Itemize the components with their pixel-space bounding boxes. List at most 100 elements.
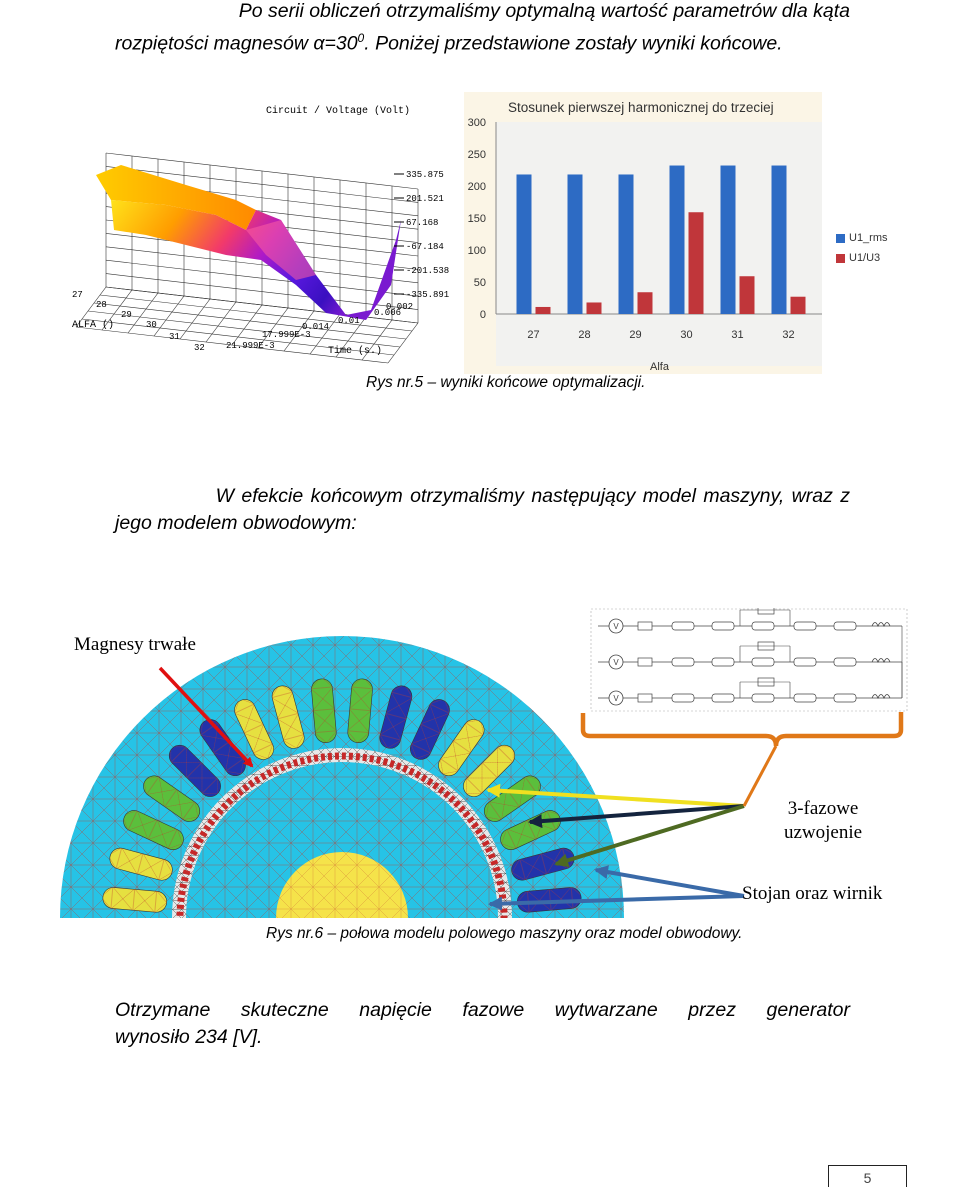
stator-slot [109, 847, 173, 881]
plot3d-time-label: Time (s.) [328, 345, 382, 357]
svg-text:V: V [613, 694, 619, 703]
magnet-ring [176, 752, 508, 918]
plot3d-alfa-tick: 28 [96, 300, 107, 310]
x-tick-label: 30 [680, 329, 692, 341]
intro-paragraph: Po serii obliczeń otrzymaliśmy optymalną… [115, 0, 850, 58]
bars [516, 165, 806, 314]
intro-line-2-pre: rozpiętości magnesów α=30 [115, 32, 358, 55]
intro-superscript: 0 [357, 31, 365, 45]
stator-slot [102, 887, 168, 913]
brace-to-label [742, 745, 778, 807]
x-axis-label: Alfa [650, 361, 670, 373]
plot3d-surface [111, 200, 401, 320]
circuit-phase: V [598, 608, 903, 698]
intro-line-1: Po serii obliczeń otrzymaliśmy optymalną… [238, 0, 850, 22]
chart-title: Stosunek pierwszej harmonicznej do trzec… [508, 100, 774, 115]
stator-slot [143, 775, 201, 822]
voltage-surface-plot: Circuit / Voltage (Volt) 335.875 201.521 6… [72, 105, 449, 364]
plot3d-time-tick: 0.006 [374, 308, 401, 318]
plot3d-time-tick: 0.01 [338, 316, 360, 326]
circuit-model: V V V [590, 608, 908, 712]
plot3d-title: Circuit / Voltage (Volt) [266, 105, 410, 117]
svg-text:V: V [613, 658, 619, 667]
legend-item: U1_rms [836, 228, 908, 248]
plot3d-alfa-ticks: 27 28 29 30 31 32 [72, 290, 205, 353]
stator-slot [438, 719, 485, 777]
model-paragraph-line-1: W efekcie końcowym otrzymaliśmy następuj… [215, 485, 850, 507]
legend-swatch [836, 253, 845, 263]
bar-U1-U3-30 [688, 212, 704, 314]
bar-U1_rms-31 [720, 165, 736, 314]
y-tick-label: 300 [468, 117, 486, 129]
plot3d-time-tick: 0.014 [302, 322, 329, 332]
plot3d-z-tick: 67.168 [406, 218, 438, 228]
plot3d-z-tick: 201.521 [406, 194, 444, 204]
plot3d-z-ticks: 335.875 201.521 67.168 -67.184 -201.538 -335.… [394, 170, 449, 300]
bar-U1_rms-28 [567, 174, 583, 314]
stator-slot [347, 678, 373, 744]
x-tick-label: 31 [731, 329, 743, 341]
x-tick-label: 27 [527, 329, 539, 341]
result-paragraph-line-1: Otrzymane skuteczne napięcie fazowe wytw… [115, 999, 850, 1021]
chart-legend: U1_rms U1/U3 [836, 228, 908, 268]
bar-U1-U3-27 [535, 306, 551, 314]
x-axis-ticks: 27 28 29 30 31 32 [527, 329, 794, 341]
page-number: 5 [828, 1165, 907, 1187]
plot3d-surface-top [96, 165, 256, 230]
circuit-brace [580, 712, 904, 747]
y-tick-label: 50 [474, 277, 486, 289]
figure-6-caption: Rys nr.6 – połowa modelu polowego maszyn… [266, 925, 743, 942]
stator-slot [271, 685, 305, 749]
plot3d-alfa-tick: 29 [121, 310, 132, 320]
plot3d-z-tick: -201.538 [406, 266, 449, 276]
plot3d-time-tick: 17.999E-3 [262, 330, 311, 340]
legend-label: U1/U3 [849, 252, 881, 264]
stator-slot [379, 685, 413, 749]
plot3d-z-tick: 335.875 [406, 170, 444, 180]
label-permanent-magnets: Magnesy trwałe [74, 634, 196, 655]
circuit-phase: V [598, 677, 902, 706]
legend-swatch [836, 233, 845, 243]
figure-5-caption: Rys nr.5 – wyniki końcowe optymalizacji. [366, 374, 646, 391]
bar-U1_rms-27 [516, 174, 532, 314]
model-paragraph-line-2: jego modelem obwodowym: [115, 512, 357, 534]
rotor-mesh [186, 762, 498, 918]
y-tick-label: 200 [468, 181, 486, 193]
stator-slot [123, 810, 184, 850]
circuit-phases: V V V [590, 608, 908, 712]
model-paragraph: W efekcie końcowym otrzymaliśmy następuj… [115, 483, 850, 537]
stator-slot [311, 678, 337, 744]
plot3d-alfa-tick: 32 [194, 343, 205, 353]
plot3d-alfa-tick: 31 [169, 332, 180, 342]
bar-U1_rms-30 [669, 165, 685, 314]
circuit-phase: V [598, 641, 903, 698]
plot3d-alfa-tick: 30 [146, 320, 157, 330]
y-tick-label: 250 [468, 149, 486, 161]
y-tick-label: 150 [468, 213, 486, 225]
plot3d-alfa-tick: 27 [72, 290, 83, 300]
y-tick-label: 0 [480, 309, 486, 321]
stator-slot [463, 744, 516, 797]
label-stator-rotor: Stojan oraz wirnik [742, 883, 883, 904]
plot3d-z-tick: -335.891 [406, 290, 449, 300]
svg-text:V: V [613, 622, 619, 631]
bar-U1-U3-28 [586, 302, 602, 314]
plot3d-time-tick: 21.999E-3 [226, 341, 275, 351]
plot3d-surface-highlight [246, 220, 316, 280]
stator-slot [410, 699, 450, 760]
plot3d-alfa-label: ALFA () [72, 319, 114, 331]
x-tick-label: 32 [782, 329, 794, 341]
plot3d-z-tick: -67.184 [406, 242, 444, 252]
bar-U1_rms-29 [618, 174, 634, 314]
legend-item: U1/U3 [836, 248, 908, 268]
harmonic-ratio-bar-chart: Stosunek pierwszej harmonicznej do trzec… [464, 92, 822, 374]
plot-area [496, 122, 822, 366]
result-paragraph-line-2: wynosiło 234 [V]. [115, 1026, 263, 1048]
plot3d-time-tick: 0.002 [386, 302, 413, 312]
label-3-phase-winding: 3-fazowe uzwojenie [784, 797, 862, 845]
intro-line-2: rozpiętości magnesów α=300. Poniżej prze… [115, 25, 850, 58]
bar-U1-U3-32 [790, 296, 806, 314]
x-tick-label: 28 [578, 329, 590, 341]
bar-U1-U3-31 [739, 276, 755, 314]
